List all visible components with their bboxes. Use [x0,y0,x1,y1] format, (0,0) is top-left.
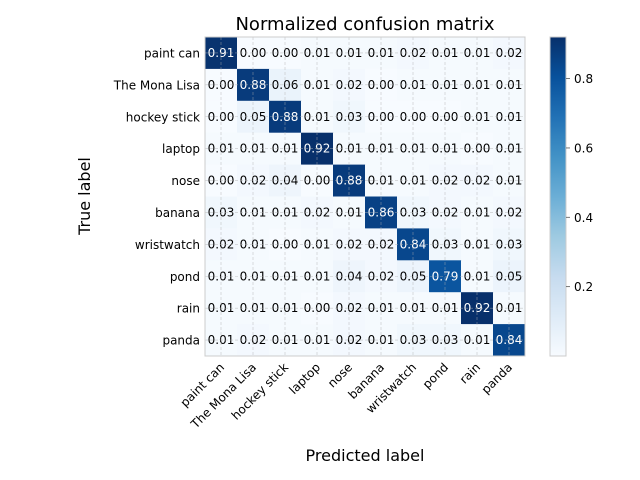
colorbar-tick-label: 0.8 [574,72,593,86]
y-tick-label: The Mona Lisa [113,78,200,92]
y-tick-labels: paint can The Mona Lisa hockey stick laptop… [113,46,200,347]
colorbar-tick-label: 0.6 [574,141,593,155]
y-tick-label: wristwatch [135,238,200,252]
colorbar-tick-label: 0.4 [574,211,593,225]
chart-title: Normalized confusion matrix [235,14,494,35]
cell-value-label: 0.05 [496,269,523,283]
colorbar [549,36,567,357]
cell-value-label: 0.04 [336,269,363,283]
cell-value-label: 0.01 [496,174,523,188]
grid-lines [205,37,525,356]
x-axis-label: Predicted label [306,446,425,465]
y-tick-label: laptop [162,142,200,156]
x-tick-label: panda [479,360,515,396]
y-tick-label: nose [171,174,200,188]
cell-value-label: 0.01 [496,110,523,124]
y-tick-label: banana [155,206,200,220]
y-tick-label: rain [177,302,200,316]
x-tick-label: pond [420,360,451,391]
x-tick-label: hockey stick [229,360,291,422]
plot-frame [204,36,526,357]
x-tick-label: laptop [286,360,323,397]
colorbar-ticks: 0.2 0.4 0.6 0.8 [566,72,593,294]
cell-value-label: 0.84 [496,333,523,347]
cell-value-label: 0.03 [336,110,363,124]
x-tick-label: rain [457,360,483,386]
colorbar-tick-label: 0.2 [574,280,593,294]
y-tick-label: panda [162,334,200,348]
y-tick-label: pond [170,270,200,284]
cell-value-label: 0.88 [336,174,363,188]
cell-value-label: 0.02 [336,333,363,347]
y-tick-label: hockey stick [126,110,200,124]
y-tick-label: paint can [144,46,200,60]
y-axis-label: True label [75,157,94,236]
